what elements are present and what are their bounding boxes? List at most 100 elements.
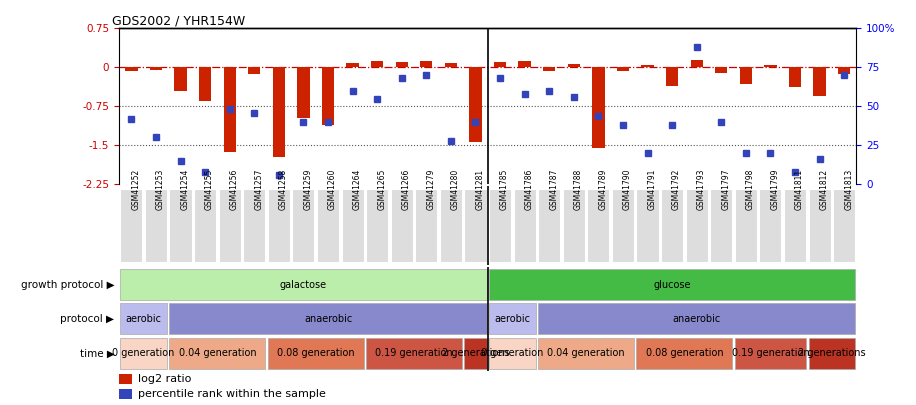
Bar (119, 389, 132, 399)
Text: time ▶: time ▶ (80, 348, 114, 358)
Text: GSM41812: GSM41812 (820, 169, 829, 210)
Text: 2 generations: 2 generations (798, 348, 866, 358)
Text: GSM41258: GSM41258 (278, 169, 288, 210)
Text: GSM41798: GSM41798 (746, 169, 755, 210)
Text: 2 generations: 2 generations (442, 348, 509, 358)
Text: GSM41256: GSM41256 (230, 169, 239, 210)
Text: GSM41253: GSM41253 (156, 169, 165, 210)
Bar (735, 338, 806, 369)
Bar (174, 67, 187, 91)
Bar (120, 338, 167, 369)
Bar (784, 190, 806, 262)
Bar (637, 190, 659, 262)
Text: GDS2002 / YHR154W: GDS2002 / YHR154W (112, 14, 245, 27)
Bar (514, 190, 536, 262)
Bar (539, 303, 856, 335)
Text: GSM41254: GSM41254 (180, 169, 190, 210)
Bar (539, 338, 634, 369)
Text: 0 generation: 0 generation (113, 348, 175, 358)
Bar (469, 67, 482, 142)
Text: GSM41787: GSM41787 (550, 169, 558, 210)
Text: GSM41279: GSM41279 (426, 169, 435, 210)
Text: protocol ▶: protocol ▶ (60, 314, 114, 324)
Bar (789, 67, 802, 87)
Text: GSM41792: GSM41792 (672, 169, 682, 210)
Bar (119, 373, 132, 384)
Text: GSM41259: GSM41259 (303, 169, 312, 210)
Bar (120, 190, 142, 262)
Text: GSM41257: GSM41257 (255, 169, 263, 210)
Text: aerobic: aerobic (125, 314, 161, 324)
Bar (587, 190, 609, 262)
Bar (120, 303, 167, 335)
Bar (396, 62, 408, 67)
Text: 0.08 generation: 0.08 generation (646, 348, 724, 358)
Bar (420, 61, 432, 67)
Bar (616, 67, 629, 72)
Bar (543, 67, 555, 72)
Text: GSM41280: GSM41280 (451, 169, 460, 210)
Bar (366, 338, 462, 369)
Bar (267, 190, 289, 262)
Text: GSM41281: GSM41281 (475, 169, 485, 210)
Bar (169, 338, 266, 369)
Bar (834, 190, 856, 262)
Bar (440, 190, 462, 262)
Bar (489, 338, 536, 369)
Text: 0.19 generation: 0.19 generation (376, 348, 453, 358)
Text: GSM41789: GSM41789 (598, 169, 607, 210)
Bar (224, 67, 235, 151)
Bar (464, 190, 486, 262)
Bar (169, 190, 191, 262)
Bar (539, 190, 561, 262)
Text: 0.19 generation: 0.19 generation (732, 348, 809, 358)
Text: GSM41791: GSM41791 (648, 169, 657, 210)
Text: 0.04 generation: 0.04 generation (547, 348, 625, 358)
Bar (346, 63, 359, 67)
Bar (145, 190, 167, 262)
Text: 0.08 generation: 0.08 generation (277, 348, 354, 358)
Bar (489, 190, 511, 262)
Bar (194, 190, 216, 262)
Bar (322, 67, 334, 124)
Bar (273, 67, 285, 157)
Text: GSM41264: GSM41264 (353, 169, 362, 210)
Bar (813, 67, 825, 96)
Text: GSM41788: GSM41788 (573, 169, 583, 210)
Bar (612, 190, 634, 262)
Bar (125, 67, 137, 72)
Bar (219, 190, 241, 262)
Bar (248, 67, 260, 74)
Bar (199, 67, 212, 101)
Bar (415, 190, 437, 262)
Bar (562, 190, 584, 262)
Bar (267, 338, 364, 369)
Text: GSM41813: GSM41813 (845, 169, 853, 210)
Bar (568, 64, 580, 67)
Text: glucose: glucose (653, 279, 691, 290)
Bar (150, 67, 162, 70)
Bar (637, 338, 732, 369)
Bar (641, 65, 654, 67)
Text: GSM41786: GSM41786 (525, 169, 534, 210)
Bar (809, 190, 831, 262)
Bar (809, 338, 856, 369)
Bar (764, 65, 777, 67)
Text: GSM41785: GSM41785 (500, 169, 509, 210)
Text: log2 ratio: log2 ratio (137, 374, 191, 384)
Text: GSM41790: GSM41790 (623, 169, 632, 210)
Text: aerobic: aerobic (495, 314, 530, 324)
Bar (298, 67, 310, 118)
Bar (317, 190, 339, 262)
Bar (489, 269, 856, 300)
Bar (759, 190, 781, 262)
Text: GSM41797: GSM41797 (721, 169, 730, 210)
Bar (391, 190, 413, 262)
Text: 0.04 generation: 0.04 generation (179, 348, 256, 358)
Text: GSM41265: GSM41265 (377, 169, 387, 210)
Bar (740, 67, 752, 84)
Bar (445, 63, 457, 67)
Bar (342, 190, 364, 262)
Bar (661, 190, 683, 262)
Bar (710, 190, 732, 262)
